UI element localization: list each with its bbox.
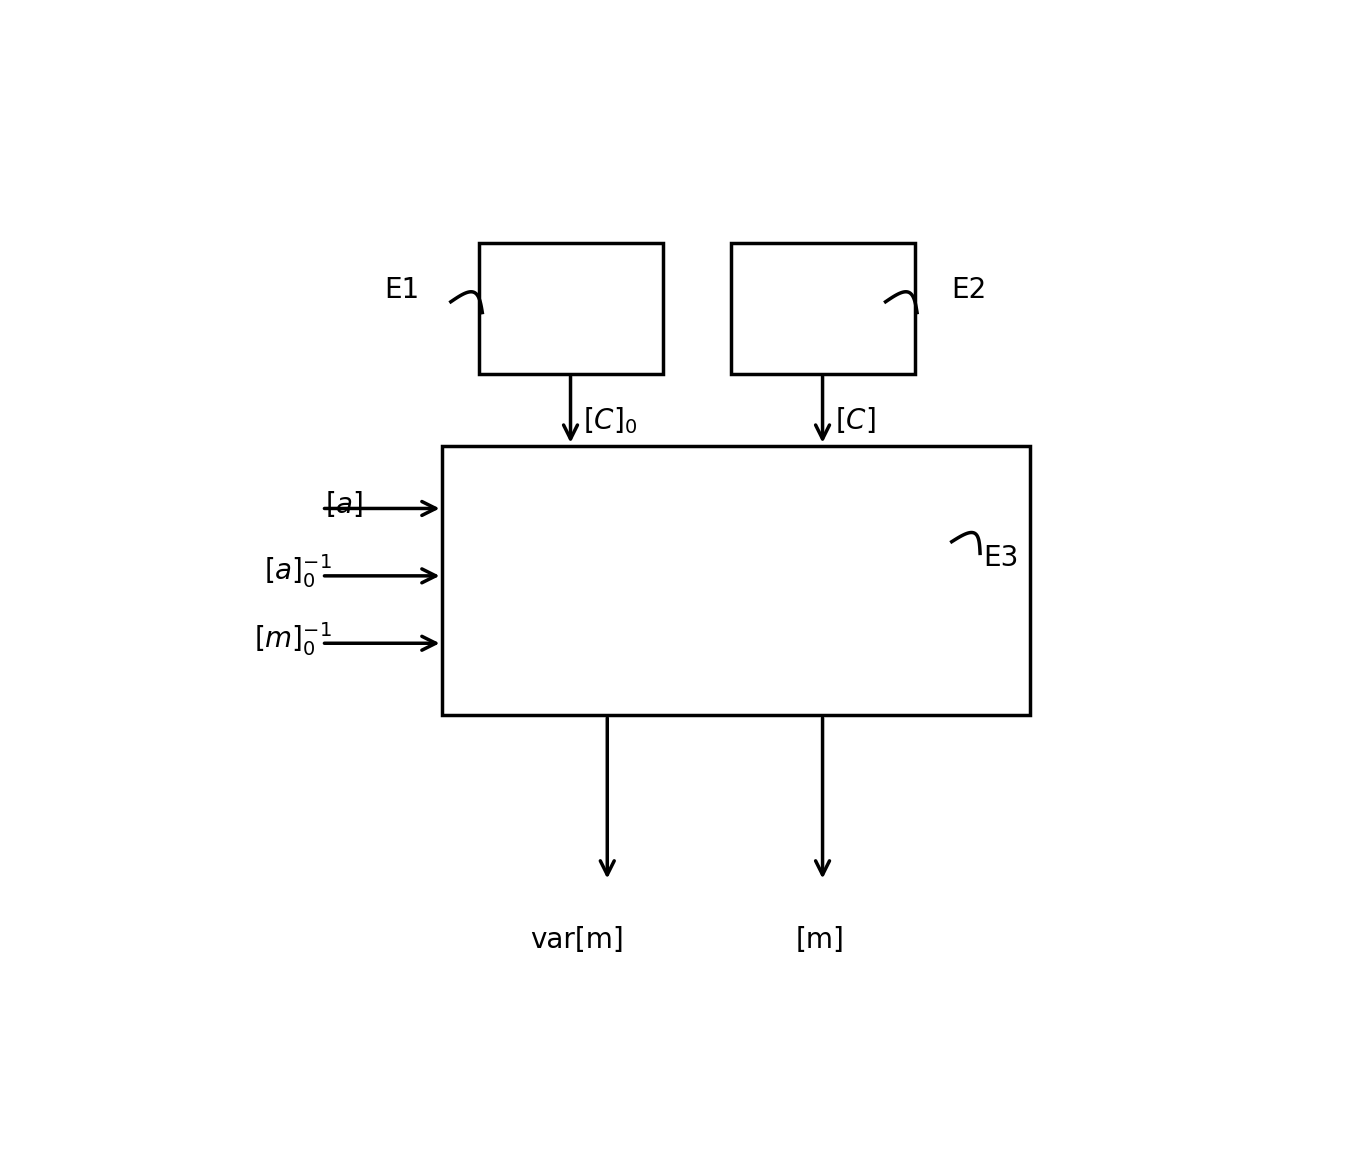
Text: E2: E2 [951, 277, 986, 305]
Text: $[C]$: $[C]$ [835, 405, 875, 435]
Text: E3: E3 [984, 544, 1019, 572]
Text: $[C]_0$: $[C]_0$ [583, 405, 637, 435]
FancyBboxPatch shape [480, 244, 663, 373]
Text: $[a]$: $[a]$ [325, 489, 363, 519]
FancyBboxPatch shape [442, 446, 1030, 715]
Text: $[m]_0^{-1}$: $[m]_0^{-1}$ [255, 620, 332, 658]
Text: var[m]: var[m] [530, 927, 623, 955]
Text: $[a]_0^{-1}$: $[a]_0^{-1}$ [264, 552, 332, 591]
Text: [m]: [m] [795, 927, 846, 955]
FancyBboxPatch shape [732, 244, 915, 373]
Text: E1: E1 [383, 277, 419, 305]
